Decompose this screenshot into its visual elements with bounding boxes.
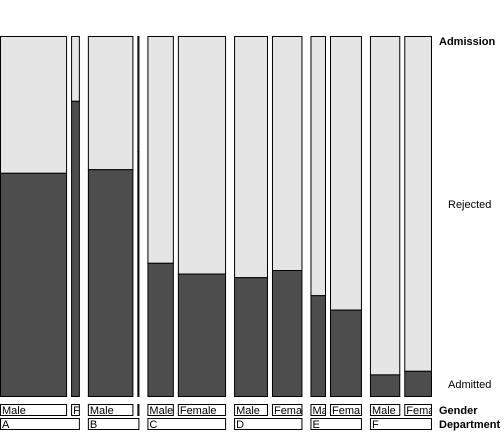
department-box-d bbox=[234, 418, 303, 430]
gender-box-c-female bbox=[177, 404, 227, 416]
department-box-a bbox=[0, 418, 80, 430]
gender-label-e-male: Ma bbox=[312, 405, 328, 417]
cell-a-male-rejected bbox=[0, 36, 68, 174]
gender-box-e-female bbox=[329, 404, 362, 416]
response-title: Admission bbox=[439, 36, 496, 48]
cell-d-female-admitted bbox=[271, 270, 303, 397]
cell-b-female-rejected bbox=[137, 36, 140, 153]
cell-a-male-admitted bbox=[0, 172, 68, 397]
department-label-f: F bbox=[372, 419, 379, 431]
department-label-row: A B C D E F bbox=[0, 418, 432, 431]
cell-c-male-rejected bbox=[147, 36, 174, 264]
gender-label-c-female: Female bbox=[180, 405, 217, 417]
cell-a-female-admitted bbox=[71, 100, 80, 398]
gender-label-f-female: Fema bbox=[406, 405, 435, 417]
department-box-c bbox=[147, 418, 227, 430]
gender-box-b-male bbox=[87, 404, 134, 416]
cell-b-male-admitted bbox=[87, 169, 134, 397]
department-box-f bbox=[369, 418, 432, 430]
cell-c-female-admitted bbox=[177, 273, 227, 398]
gender-box-d-female bbox=[271, 404, 303, 416]
department-label-c: C bbox=[149, 419, 157, 431]
gender-label-f-male: Male bbox=[372, 405, 396, 417]
gender-label-a-female: F bbox=[73, 405, 80, 417]
rejected-label: Rejected bbox=[448, 199, 491, 211]
cell-e-female-admitted bbox=[329, 309, 362, 398]
cell-f-male-rejected bbox=[369, 36, 401, 376]
cell-f-female-rejected bbox=[404, 36, 433, 372]
department-label-d: D bbox=[236, 419, 244, 431]
gender-label-e-female: Fema bbox=[332, 405, 361, 417]
department-label-b: B bbox=[90, 419, 97, 431]
gender-box-c-male bbox=[147, 404, 174, 416]
cell-d-male-rejected bbox=[234, 36, 268, 279]
gender-label-a-male: Male bbox=[2, 405, 26, 417]
gender-box-a-female bbox=[71, 404, 80, 416]
department-title: Department bbox=[439, 419, 500, 431]
gender-label-d-female: Fema bbox=[274, 405, 303, 417]
gender-box-d-male bbox=[234, 404, 268, 416]
gender-label-row: Male F Male Male Female Male Fema Ma Fema Male Fem… bbox=[0, 404, 435, 417]
mosaic-cells bbox=[0, 36, 433, 398]
gender-label-d-male: Male bbox=[236, 405, 260, 417]
department-box-e bbox=[310, 418, 362, 430]
gender-box-b-female bbox=[137, 404, 140, 416]
cell-e-male-admitted bbox=[310, 295, 326, 398]
gender-title: Gender bbox=[439, 405, 478, 417]
cell-f-male-admitted bbox=[369, 374, 401, 397]
cell-e-female-rejected bbox=[329, 36, 362, 311]
gender-label-c-male: Male bbox=[149, 405, 173, 417]
department-label-e: E bbox=[312, 419, 319, 431]
gender-box-a-male bbox=[0, 404, 68, 416]
cell-c-male-admitted bbox=[147, 262, 174, 397]
cell-d-male-admitted bbox=[234, 277, 268, 398]
gender-box-f-female bbox=[404, 404, 433, 416]
cell-a-female-rejected bbox=[71, 36, 80, 102]
gender-box-e-male bbox=[310, 404, 326, 416]
admitted-label: Admitted bbox=[448, 379, 491, 391]
gender-label-b-male: Male bbox=[90, 405, 114, 417]
department-label-a: A bbox=[2, 419, 10, 431]
cell-e-male-rejected bbox=[310, 36, 326, 297]
department-box-b bbox=[87, 418, 140, 430]
cell-c-female-rejected bbox=[177, 36, 227, 275]
cell-f-female-admitted bbox=[404, 370, 433, 397]
cell-b-male-rejected bbox=[87, 36, 134, 171]
cell-d-female-rejected bbox=[271, 36, 303, 271]
cell-b-female-admitted bbox=[137, 151, 140, 397]
gender-box-f-male bbox=[369, 404, 401, 416]
